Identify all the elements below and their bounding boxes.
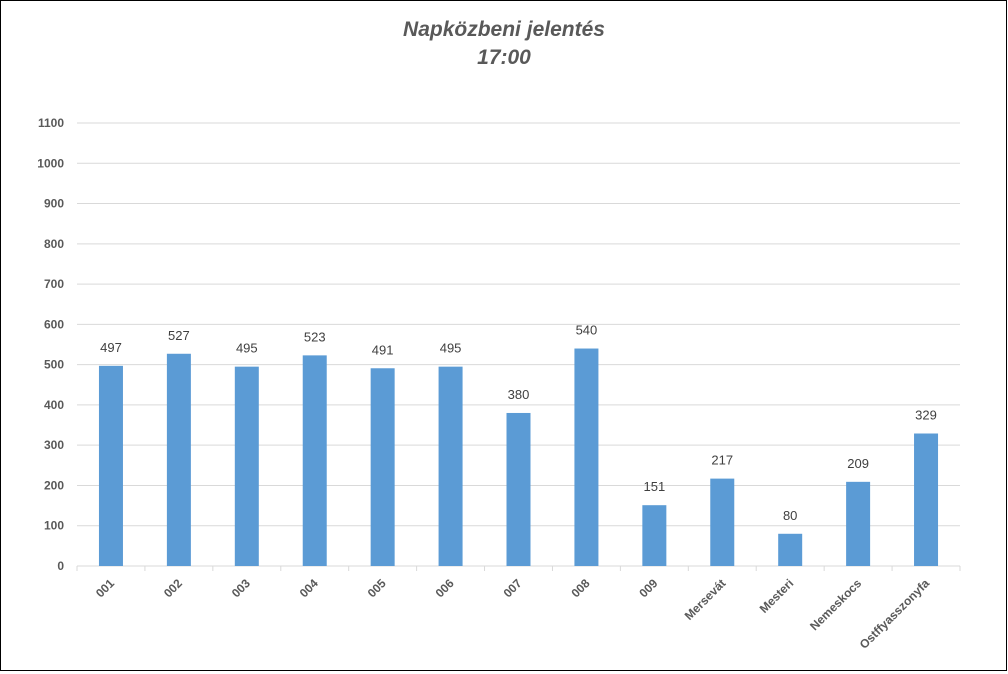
- data-label: 151: [643, 479, 665, 494]
- y-tick-label: 400: [44, 398, 64, 412]
- data-labels: 497 527 495 523 491 495 380 540 151 217 80 209 329: [100, 323, 937, 523]
- bar: [438, 366, 463, 566]
- data-label: 217: [711, 453, 733, 468]
- bar: [234, 366, 259, 566]
- chart-title: Napközbeni jelentés 17:00: [0, 16, 1008, 72]
- data-label: 527: [168, 328, 190, 343]
- data-label: 540: [576, 323, 598, 338]
- y-tick-label: 800: [44, 237, 64, 251]
- bar: [302, 355, 327, 566]
- bar: [98, 365, 123, 566]
- y-tick-label: 300: [44, 438, 64, 452]
- bar: [642, 505, 667, 566]
- bar: [370, 368, 395, 566]
- data-label: 329: [915, 408, 937, 423]
- bar: [710, 478, 735, 566]
- y-tick-label: 0: [57, 559, 64, 573]
- bar: [506, 412, 531, 566]
- chart-title-text: Napközbeni jelentés: [403, 18, 605, 41]
- bar: [846, 481, 871, 566]
- bar: [778, 533, 803, 566]
- y-tick-label: 1100: [38, 116, 64, 130]
- bar-series: [98, 348, 939, 566]
- bar: [914, 433, 939, 566]
- y-axis: 0 100 200 300 400 500 600 700 800 900 1000 1100: [37, 116, 64, 573]
- data-label: 523: [304, 329, 326, 344]
- data-label: 380: [508, 387, 530, 402]
- y-tick-label: 900: [44, 197, 64, 211]
- data-label: 497: [100, 340, 122, 355]
- bar: [166, 353, 191, 566]
- y-tick-label: 500: [44, 358, 64, 372]
- y-tick-label: 200: [44, 478, 64, 492]
- data-label: 495: [236, 341, 258, 356]
- chart-subtitle-text: 17:00: [477, 46, 531, 69]
- data-label: 209: [847, 456, 869, 471]
- bar: [574, 348, 599, 566]
- data-label: 491: [372, 342, 394, 357]
- data-label: 80: [783, 508, 797, 523]
- data-label: 495: [440, 341, 462, 356]
- y-tick-label: 600: [44, 317, 64, 331]
- y-tick-label: 700: [44, 277, 64, 291]
- y-tick-label: 1000: [37, 156, 64, 170]
- y-tick-label: 100: [44, 519, 64, 533]
